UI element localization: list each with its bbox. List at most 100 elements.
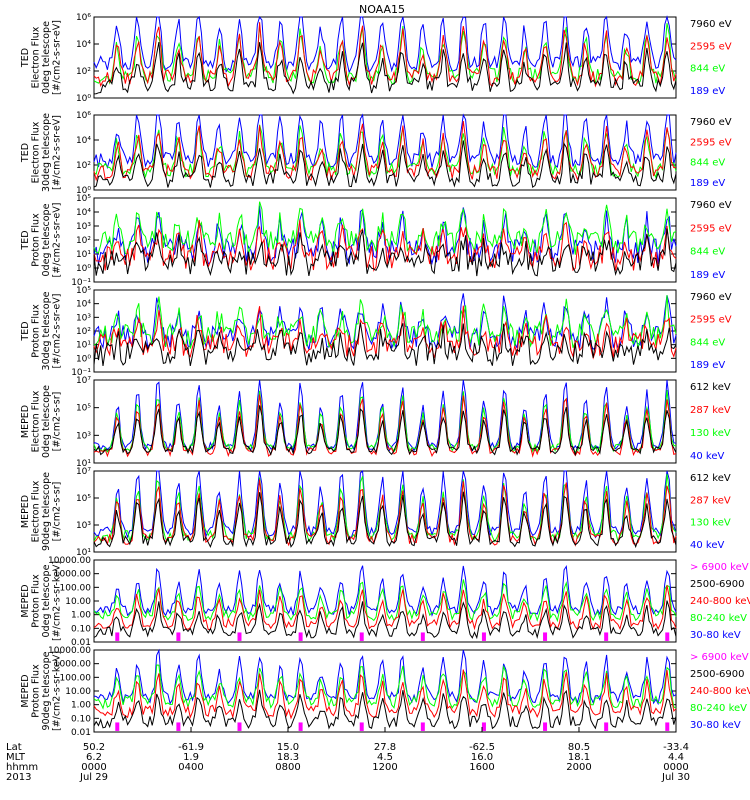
y-tick-label: 10.00: [65, 687, 91, 697]
series-magenta: [665, 722, 670, 731]
y-tick-label: 10⁶: [76, 111, 91, 121]
y-tick-label: 10⁵: [76, 194, 91, 204]
series-magenta: [115, 632, 120, 641]
y-axis-label-line: 30deg telescope: [41, 291, 52, 370]
legend-entry: 2500-6900: [690, 669, 745, 680]
y-tick-label: 10³: [76, 313, 91, 323]
series-red: [93, 305, 677, 360]
panel-frame: [93, 114, 677, 191]
x-tick-label: 16.0: [471, 752, 493, 763]
y-axis-label-line: 0deg telescope: [41, 21, 52, 94]
x-row-label: Lat: [6, 742, 22, 753]
x-tick-label: 4.5: [377, 752, 393, 763]
legend-entry: 7960 eV: [690, 292, 732, 303]
y-tick-label: 10⁴: [76, 300, 91, 310]
y-axis-label-line: [#/cm2-s-sr]: [52, 392, 63, 452]
y-axis-label-line: TED: [20, 143, 31, 163]
legend-entry: 130 keV: [690, 428, 731, 439]
y-tick-label: 100.00: [60, 673, 92, 683]
panel-8: 0.010.101.0010.00100.001000.0010000.00ME…: [20, 646, 750, 738]
series-blue: [93, 293, 677, 350]
y-axis-label: TED Proton Flux 0deg telescope [#/cm2-s-sr-…: [20, 203, 63, 278]
series-green: [93, 295, 677, 349]
y-axis-label-line: [#/cm2-s-sr]: [52, 482, 63, 542]
legend-entry: > 6900 keV: [690, 652, 749, 663]
y-axis-label-line: 90deg telescope: [41, 472, 52, 551]
y-axis-label-line: Proton Flux: [31, 304, 42, 358]
y-axis-label-line: [#/cm2-s-sr-eV]: [52, 294, 63, 369]
legend-entry: 240-800 keV: [690, 686, 750, 697]
panel-2: 10⁰ 10² 10⁴ 10⁶ TED Electron Flux 30deg telesc…: [20, 111, 732, 196]
series-black: [93, 42, 677, 95]
y-axis-label-line: Electron Flux: [31, 480, 42, 542]
legend-entry: 2500-6900: [690, 579, 745, 590]
series-magenta: [237, 722, 242, 731]
y-tick-label: 1000.00: [54, 660, 91, 670]
y-tick-label: 100.00: [60, 583, 92, 593]
y-axis-label: MEPED Proton Flux 0deg telescope [#/cm2-s-s…: [20, 561, 63, 641]
x-tick-label: 1.9: [183, 752, 199, 763]
x-tick-label: -61.9: [178, 742, 204, 753]
y-tick-label: 1.00: [71, 701, 91, 711]
series-red: [93, 669, 677, 720]
y-axis-label-line: Electron Flux: [31, 121, 42, 183]
x-tick-label: 0800: [275, 762, 300, 773]
legend-entry: 189 eV: [690, 86, 725, 97]
y-axis-label: TED Electron Flux 0deg telescope [#/cm2-s-s…: [20, 20, 63, 95]
x-tick-label: Jul 30: [661, 772, 690, 783]
y-tick-label: 10²: [76, 67, 91, 77]
series-red: [93, 219, 677, 272]
y-tick-label: 10⁰: [76, 264, 91, 274]
x-tick-label: 15.0: [277, 742, 299, 753]
y-axis-label: MEPED Electron Flux 90deg telescope [#/cm2-…: [20, 472, 63, 551]
y-axis-label-line: Proton Flux: [31, 574, 42, 628]
panel-frame: [93, 379, 677, 464]
series-green: [93, 201, 677, 256]
x-tick-label: Jul 29: [79, 772, 108, 783]
x-tick-label: 50.2: [83, 742, 105, 753]
legend-entry: 2595 eV: [690, 315, 732, 326]
y-axis-label: MEPED Electron Flux 0deg telescope [#/cm2-s…: [20, 385, 63, 458]
y-axis-label-line: [#/cm2-s-sr-keV]: [52, 651, 63, 731]
series-blue: [93, 648, 677, 706]
legend-entry: 40 keV: [690, 451, 724, 462]
series-blue: [93, 113, 677, 170]
y-tick-label: 10²: [76, 236, 91, 246]
y-tick-label: 0.01: [71, 638, 91, 648]
series-magenta: [115, 722, 120, 731]
x-tick-label: 1600: [469, 762, 494, 773]
y-tick-label: 10⁻¹: [71, 368, 91, 378]
panel-frame: [93, 16, 677, 99]
series-black: [93, 322, 677, 367]
x-tick-label: 18.1: [568, 752, 590, 763]
x-tick-label: 1200: [372, 762, 397, 773]
x-tick-label: 27.8: [374, 742, 396, 753]
y-axis-label-line: MEPED: [20, 584, 31, 617]
x-tick-label: 4.4: [668, 752, 684, 763]
y-tick-label: 10²: [76, 161, 91, 171]
panel-1: 10⁰ 10² 10⁴ 10⁶ TED Electron Flux 0deg telesco…: [20, 13, 732, 104]
series-magenta: [298, 722, 303, 731]
y-tick-label: 10³: [76, 521, 91, 531]
panel-5: 10¹ 10³ 10⁵ 10⁷ MEPED Electron Flux 0deg teles…: [20, 376, 731, 469]
figure-title: NOAA15: [359, 3, 405, 16]
series-blue: [93, 15, 677, 74]
legend-entry: 80-240 keV: [690, 613, 747, 624]
series-green: [93, 579, 677, 623]
y-tick-label: 0.10: [71, 714, 91, 724]
series-magenta: [481, 632, 486, 641]
series-black: [93, 689, 677, 730]
legend-entry: 189 eV: [690, 360, 725, 371]
y-axis-label-line: 0deg telescope: [41, 564, 52, 637]
y-tick-label: 10⁴: [76, 40, 91, 50]
series-black: [93, 600, 677, 640]
y-tick-label: 10¹: [76, 459, 91, 469]
series-magenta: [420, 722, 425, 731]
legend-entry: 80-240 keV: [690, 703, 747, 714]
panel-4: 10⁻¹ 10⁰ 10¹ 10² 10³ 10⁴ 10⁵ TED Proton Flux 30de…: [20, 286, 732, 378]
series-blue: [93, 469, 677, 539]
y-axis-label-line: [#/cm2-s-sr-eV]: [52, 115, 63, 190]
legend-entry: 844 eV: [690, 64, 725, 75]
